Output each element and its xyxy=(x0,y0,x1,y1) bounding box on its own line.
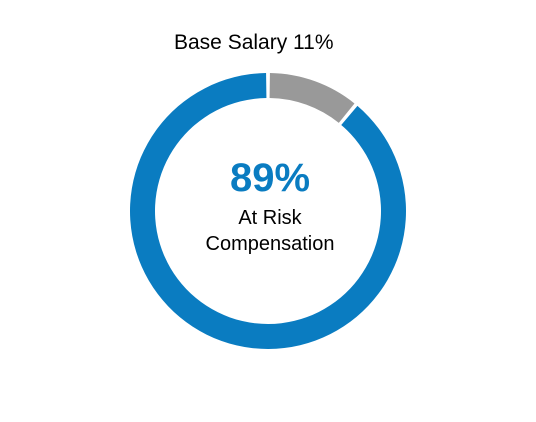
base-salary-label: Base Salary 11% xyxy=(174,31,334,54)
at-risk-caption-line1: At Risk xyxy=(238,207,302,229)
at-risk-percentage: 89% xyxy=(229,156,311,200)
at-risk-caption: At Risk Compensation xyxy=(170,205,370,257)
at-risk-caption-line2: Compensation xyxy=(205,233,335,255)
donut-slice-base-salary xyxy=(269,73,355,123)
